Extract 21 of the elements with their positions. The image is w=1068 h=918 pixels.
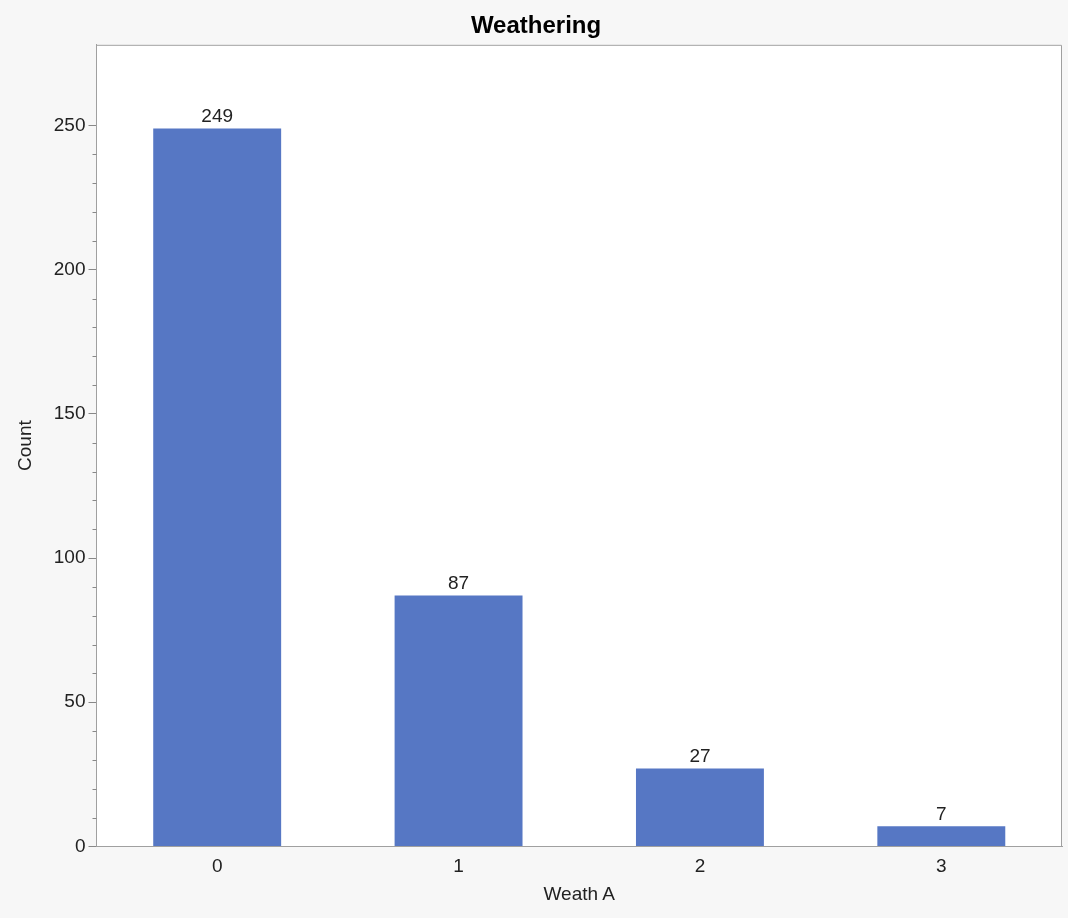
- y-tick-label: 250: [53, 113, 86, 135]
- data-label: 87: [447, 572, 470, 594]
- y-tick-label: 200: [53, 257, 86, 279]
- bar: [635, 768, 764, 846]
- bar: [394, 595, 523, 846]
- x-tick-label: 3: [936, 855, 947, 877]
- y-tick-label: 150: [53, 402, 86, 424]
- chart-title: Weathering: [470, 11, 602, 39]
- y-tick-label: 50: [64, 690, 86, 712]
- x-tick-label: 2: [694, 855, 706, 877]
- bar: [877, 826, 1006, 846]
- y-tick-label: 0: [74, 834, 86, 856]
- x-tick-label: 0: [211, 855, 223, 877]
- data-label: 27: [689, 745, 711, 767]
- x-axis-title: Weath A: [543, 882, 616, 904]
- x-tick-label: 1: [453, 855, 464, 877]
- bar: [153, 128, 282, 846]
- data-label: 249: [201, 105, 234, 127]
- y-axis-title: Count: [13, 419, 35, 471]
- y-tick-label: 100: [53, 546, 86, 568]
- data-label: 7: [936, 802, 947, 824]
